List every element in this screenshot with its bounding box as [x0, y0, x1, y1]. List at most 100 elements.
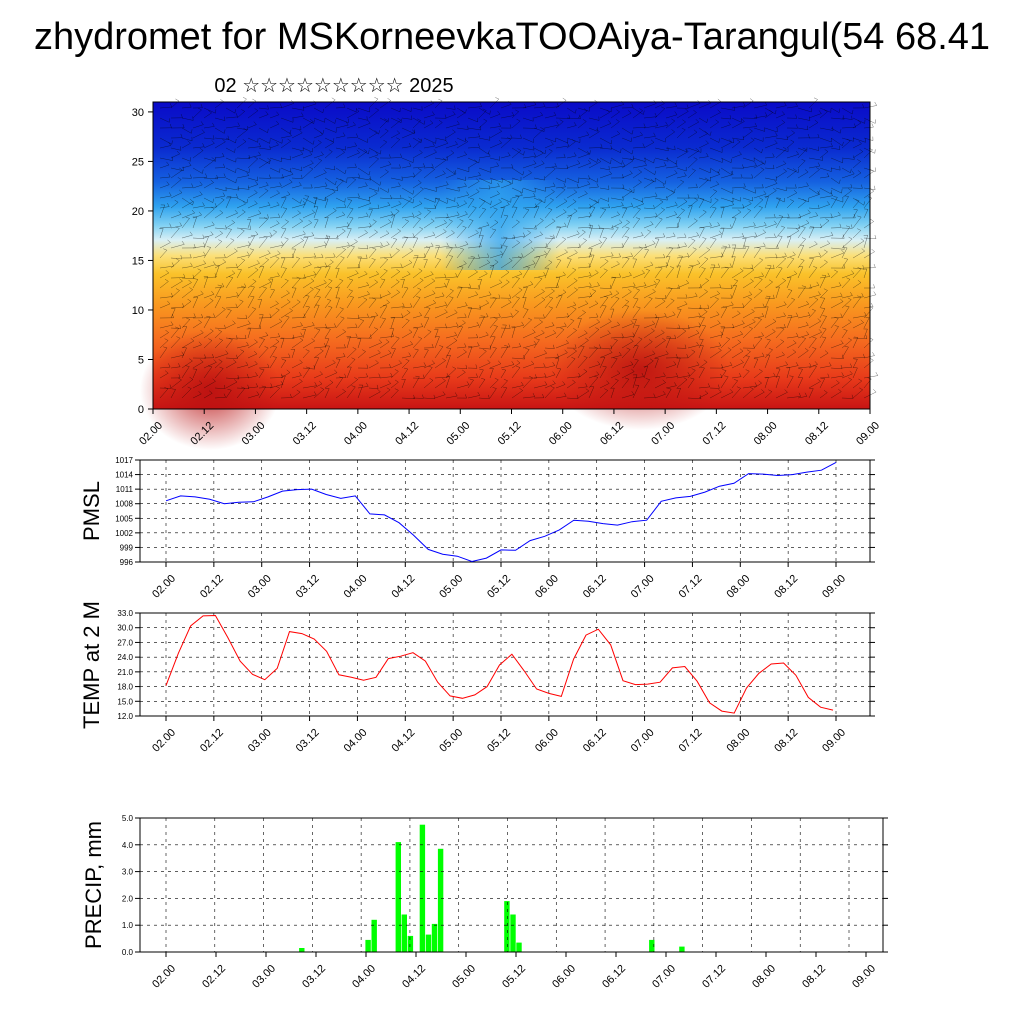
wind-barb-flag: [543, 314, 545, 319]
wind-barb-flag: [313, 253, 316, 257]
wind-barb-flag: [544, 373, 547, 377]
wind-barb: [181, 201, 194, 209]
wind-barb-flag: [769, 279, 773, 283]
wind-barb: [258, 190, 269, 199]
wind-barb-flag: [458, 326, 463, 328]
wind-barb-flag: [836, 380, 840, 384]
wind-barb: [159, 164, 169, 169]
wind-barb: [698, 307, 709, 309]
wind-barb: [511, 111, 519, 119]
wind-barb: [742, 311, 755, 319]
wind-barb: [588, 386, 595, 399]
wind-barb-flag: [756, 246, 761, 249]
wind-barb-flag: [812, 336, 817, 339]
wind-barb-flag: [523, 355, 525, 360]
wind-barb: [368, 98, 379, 109]
wind-barb-flag: [416, 296, 421, 298]
wind-barb: [214, 368, 224, 379]
wind-barb: [797, 171, 809, 179]
wind-barb-flag: [408, 162, 412, 167]
wind-barb: [291, 132, 303, 139]
wind-barb: [676, 201, 688, 209]
wind-barb-flag: [276, 201, 280, 206]
wind-barb: [247, 249, 254, 259]
wind-barb-flag: [712, 237, 717, 240]
wind-barb: [797, 303, 809, 309]
wind-barb-flag: [459, 266, 464, 268]
wind-barb: [269, 192, 280, 199]
wind-barb-flag: [309, 118, 314, 122]
wind-barb: [533, 177, 545, 181]
wind-barb-flag: [804, 348, 809, 351]
wind-barb: [753, 169, 765, 179]
wind-barb-flag: [268, 279, 272, 283]
wind-barb-flag: [801, 336, 806, 339]
wind-barb-flag: [201, 314, 204, 318]
wind-barb-flag: [445, 140, 449, 144]
wind-barb-flag: [502, 386, 507, 389]
wind-barb: [687, 235, 699, 239]
wind-barb-flag: [662, 183, 665, 188]
wind-barb: [786, 192, 798, 199]
wind-barb: [335, 257, 345, 269]
wind-barb: [159, 265, 174, 269]
wind-barb-flag: [517, 148, 522, 151]
wind-barb-flag: [795, 102, 798, 107]
wind-barb: [467, 287, 480, 290]
wind-barb: [764, 247, 779, 250]
wind-barb-flag: [245, 361, 249, 366]
wind-barb-flag: [219, 210, 224, 213]
wind-barb-flag: [784, 389, 788, 393]
wind-barb: [280, 257, 286, 269]
wind-barb-flag: [250, 285, 255, 288]
wind-barb-flag: [182, 123, 185, 128]
wind-barb: [214, 309, 226, 319]
wind-barb: [203, 247, 211, 259]
wind-barb: [720, 370, 727, 379]
wind-barb-flag: [750, 137, 755, 141]
wind-barb-flag: [241, 258, 245, 261]
wind-barb: [775, 280, 786, 289]
wind-barb-flag: [693, 109, 697, 113]
wind-barb: [357, 256, 362, 269]
wind-barb-flag: [566, 142, 570, 147]
wind-barb-flag: [394, 388, 399, 391]
wind-barb-flag: [189, 231, 193, 236]
wind-barb: [687, 132, 698, 139]
wind-barb-flag: [712, 206, 717, 209]
wind-barb: [621, 137, 632, 142]
wind-barb: [445, 167, 455, 175]
precip-axis-label: PRECIP, mm: [81, 821, 106, 949]
wind-barb-flag: [384, 257, 388, 260]
wind-barb-flag: [476, 178, 480, 182]
wind-barb: [489, 193, 500, 199]
wind-barb: [753, 193, 767, 199]
wind-barb-flag: [289, 308, 293, 311]
wind-barb: [313, 237, 328, 240]
wind-barb-flag: [737, 339, 741, 343]
wind-barb: [621, 208, 628, 219]
wind-barb: [170, 354, 184, 359]
wind-barb: [863, 306, 874, 309]
wind-barb-flag: [818, 190, 820, 195]
wind-barb-flag: [254, 200, 258, 204]
wind-barb-flag: [751, 308, 755, 312]
wind-barb: [280, 127, 291, 134]
precip-bar: [299, 948, 305, 952]
wind-barb: [786, 236, 792, 249]
wind-barb: [522, 343, 537, 349]
wind-barb-flag: [761, 312, 765, 317]
wind-barb-flag: [521, 253, 524, 258]
wind-barb: [335, 297, 340, 309]
wind-barb-flag: [573, 208, 578, 212]
wind-barb: [324, 300, 331, 309]
wind-barb-flag: [254, 339, 258, 343]
wind-barb-flag: [319, 371, 323, 375]
wind-barb-flag: [263, 235, 268, 238]
wind-barb: [291, 375, 302, 379]
wind-barb-flag: [418, 268, 423, 272]
wind-barb: [621, 160, 634, 169]
y-tick-label: 3.0: [122, 868, 134, 877]
wind-barb-flag: [521, 381, 524, 386]
wind-barb: [258, 281, 272, 289]
